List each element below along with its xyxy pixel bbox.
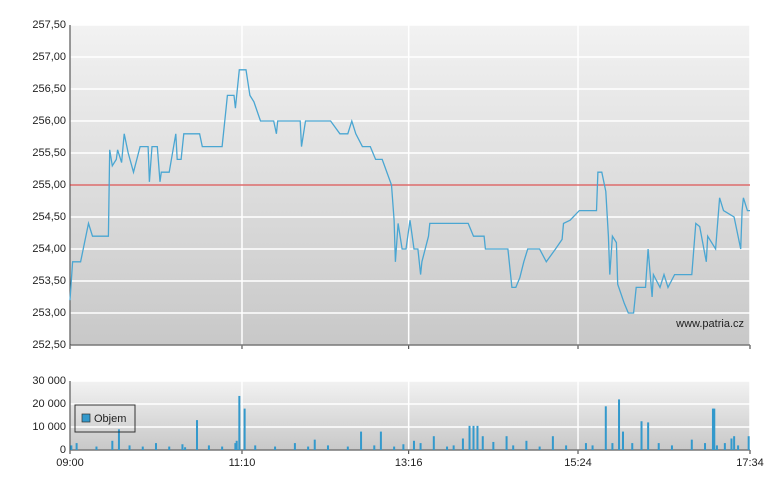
- volume-bar: [128, 445, 131, 450]
- legend-swatch: [81, 413, 91, 423]
- y-tick-label: 253,00: [32, 307, 66, 319]
- volume-bar: [481, 436, 484, 450]
- volume-bar: [704, 443, 707, 450]
- volume-bar: [111, 440, 114, 450]
- price-line: [69, 69, 750, 314]
- volume-bar: [70, 445, 73, 450]
- volume-bar: [551, 436, 554, 450]
- volume-bar: [621, 431, 624, 450]
- volume-bar: [235, 440, 238, 450]
- volume-bar: [95, 446, 98, 450]
- volume-bar: [307, 446, 310, 450]
- y-tick-label: 257,00: [32, 51, 66, 63]
- volume-bar: [141, 446, 144, 450]
- volume-bar: [512, 445, 515, 450]
- volume-bar: [657, 443, 660, 450]
- volume-bar: [168, 446, 171, 450]
- volume-bar: [715, 445, 718, 450]
- volume-bar: [274, 446, 277, 450]
- volume-bar: [472, 425, 475, 450]
- plot-background: [70, 381, 750, 450]
- volume-bar: [373, 445, 376, 450]
- volume-bar: [468, 425, 471, 450]
- y-tick-label: 255,50: [32, 147, 66, 159]
- volume-bar: [711, 408, 714, 450]
- volume-bar: [670, 445, 673, 450]
- y-tick-label: 30 000: [32, 375, 66, 387]
- legend-label: Objem: [94, 413, 126, 425]
- y-tick-label: 257,50: [32, 19, 66, 31]
- legend-box: [74, 404, 136, 433]
- volume-bar: [234, 443, 237, 450]
- volume-bar: [326, 445, 329, 450]
- volume-bar: [117, 429, 120, 450]
- volume-bar: [446, 446, 449, 450]
- x-tick-label: 17:34: [736, 457, 764, 469]
- x-tick-label: 09:00: [56, 457, 84, 469]
- volume-bar: [412, 440, 415, 450]
- volume-bar: [525, 440, 528, 450]
- volume-bar: [360, 431, 363, 450]
- volume-bar: [618, 399, 621, 450]
- x-tick-label: 15:24: [564, 457, 592, 469]
- volume-bar: [196, 420, 199, 450]
- volume-bar: [75, 443, 78, 450]
- volume-bar: [221, 446, 224, 450]
- volume-bar: [737, 445, 740, 450]
- volume-bar: [419, 443, 422, 450]
- volume-bar: [181, 444, 184, 450]
- volume-bar: [690, 439, 693, 450]
- y-tick-label: 256,50: [32, 83, 66, 95]
- x-tick-label: 11:10: [229, 457, 256, 469]
- y-tick-label: 254,00: [32, 243, 66, 255]
- volume-bar: [346, 446, 349, 450]
- volume-bar: [154, 443, 157, 450]
- volume-bar: [184, 447, 187, 450]
- x-tick-label: 13:16: [395, 457, 423, 469]
- volume-bar: [604, 406, 607, 450]
- volume-bar: [313, 439, 316, 450]
- volume-bar: [238, 395, 241, 450]
- volume-bar: [243, 408, 246, 450]
- volume-bar: [452, 445, 455, 450]
- volume-bar: [631, 443, 634, 450]
- y-tick-label: 252,50: [32, 339, 66, 351]
- y-tick-label: 0: [60, 444, 66, 456]
- volume-bar: [713, 408, 716, 450]
- volume-bar: [207, 445, 210, 450]
- watermark: www.patria.cz: [675, 318, 744, 330]
- volume-bar: [254, 445, 257, 450]
- y-tick-label: 253,50: [32, 275, 66, 287]
- volume-bar: [393, 446, 396, 450]
- volume-bar: [461, 438, 464, 450]
- volume-bar: [647, 422, 650, 450]
- volume-bar: [432, 436, 435, 450]
- volume-bar: [584, 443, 587, 450]
- volume-bar: [492, 441, 495, 450]
- volume-bar: [379, 431, 382, 450]
- volume-bar: [538, 446, 541, 450]
- volume-bar: [733, 436, 736, 450]
- volume-bar: [640, 421, 643, 450]
- volume-bar: [505, 436, 508, 450]
- y-tick-label: 10 000: [32, 421, 66, 433]
- y-tick-label: 20 000: [32, 398, 66, 410]
- volume-bar: [723, 443, 726, 450]
- volume-bar: [747, 436, 750, 450]
- volume-bar: [611, 443, 614, 450]
- y-tick-label: 254,50: [32, 211, 66, 223]
- volume-bar: [476, 425, 479, 450]
- y-tick-label: 256,00: [32, 115, 66, 127]
- volume-bar: [402, 444, 405, 450]
- volume-bar: [730, 438, 733, 450]
- volume-bar: [591, 445, 594, 450]
- volume-bar: [565, 445, 568, 450]
- volume-bar: [293, 443, 296, 450]
- y-tick-label: 255,00: [32, 179, 66, 191]
